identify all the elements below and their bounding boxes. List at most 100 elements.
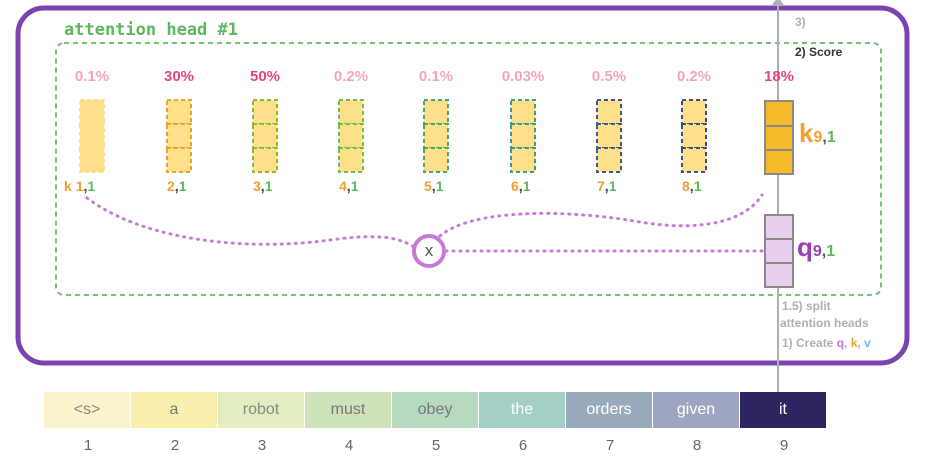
- key-label-prefix: k: [64, 178, 76, 194]
- key-label-5: 5,1: [424, 178, 443, 194]
- key-label-7: 7,1: [597, 178, 616, 194]
- key-label-3: 3,1: [253, 178, 272, 194]
- key-label-num: 2: [167, 178, 175, 194]
- key-1-box: [79, 99, 105, 173]
- query-9-sub-comma: ,: [821, 243, 827, 260]
- key-label-head: 1: [522, 178, 531, 194]
- score-9: 18%: [763, 68, 795, 85]
- key-label-num: 1: [75, 178, 84, 194]
- token-index-9: 9: [779, 437, 789, 454]
- token-index-1: 1: [83, 437, 93, 454]
- key-9-letter: k: [799, 118, 814, 148]
- token-index-5: 5: [431, 437, 441, 454]
- key-label-head: 1: [178, 178, 187, 194]
- multiply-circle: [412, 234, 446, 268]
- key-9-label: k9,1: [799, 118, 836, 149]
- key-3-box: [252, 99, 278, 173]
- key-label-4: 4,1: [339, 178, 358, 194]
- step-create-label: 1) Create q, k, v: [782, 335, 871, 351]
- token-index-8: 8: [692, 437, 702, 454]
- key-6-box: [510, 99, 536, 173]
- key-label-num: 6: [511, 178, 519, 194]
- attention-head-title: attention head #1: [64, 20, 238, 40]
- create-prefix: 1) Create: [782, 336, 837, 350]
- key-label-num: 5: [424, 178, 432, 194]
- key-9-sub-num: 9: [813, 129, 823, 146]
- token-index-2: 2: [170, 437, 180, 454]
- query-9-letter: q: [797, 232, 813, 262]
- query-9-label: q9,1: [797, 232, 835, 263]
- key-label-comma: ,: [260, 178, 265, 194]
- step-score-label: 2) Score: [795, 45, 843, 59]
- create-q: q: [836, 336, 845, 350]
- create-v: v: [864, 336, 871, 350]
- key-label-comma: ,: [518, 178, 523, 194]
- key-9-box: [764, 100, 794, 175]
- token-2: a: [131, 392, 217, 428]
- score-3: 50%: [249, 68, 281, 85]
- arrow-head: [772, 0, 784, 5]
- key-9-sub-head: 1: [826, 129, 836, 146]
- key-5-box: [423, 99, 449, 173]
- step-split-label-line2: attention heads: [780, 316, 869, 330]
- token-5: obey: [392, 392, 478, 428]
- score-5: 0.1%: [418, 68, 454, 85]
- key-label-head: 1: [350, 178, 359, 194]
- score-8: 0.2%: [676, 68, 712, 85]
- token-7: orders: [566, 392, 652, 428]
- key-label-head: 1: [693, 178, 702, 194]
- create-sep-1: ,: [844, 336, 851, 350]
- token-1: <s>: [44, 392, 130, 428]
- key-9-sub-comma: ,: [822, 129, 827, 146]
- key-label-1: k 1,1: [64, 178, 95, 194]
- token-3: robot: [218, 392, 304, 428]
- query-9-sub-num: 9: [812, 243, 822, 260]
- key-label-comma: ,: [604, 178, 609, 194]
- score-2: 30%: [163, 68, 195, 85]
- key-7-box: [596, 99, 622, 173]
- key-label-comma: ,: [689, 178, 694, 194]
- key-label-num: 7: [597, 178, 605, 194]
- key-label-head: 1: [435, 178, 444, 194]
- key-label-comma: ,: [346, 178, 351, 194]
- token-8: given: [653, 392, 739, 428]
- token-index-4: 4: [344, 437, 354, 454]
- token-4: must: [305, 392, 391, 428]
- score-1: 0.1%: [74, 68, 110, 85]
- key-4-box: [338, 99, 364, 173]
- key-label-8: 8,1: [682, 178, 701, 194]
- outer-frame: [15, 5, 910, 366]
- key-label-comma: ,: [431, 178, 436, 194]
- step-split-label-line1: 1.5) split: [782, 299, 831, 313]
- score-4: 0.2%: [333, 68, 369, 85]
- dotted-line-x-to-k9: [438, 193, 764, 238]
- score-6: 0.03%: [501, 68, 545, 85]
- step-3-label: 3): [795, 15, 806, 29]
- key-label-comma: ,: [174, 178, 179, 194]
- key-label-num: 8: [682, 178, 690, 194]
- key-label-2: 2,1: [167, 178, 186, 194]
- token-index-3: 3: [257, 437, 267, 454]
- token-9: it: [740, 392, 826, 428]
- query-9-sub-head: 1: [826, 243, 836, 260]
- attention-head-box: [55, 42, 882, 296]
- key-label-head: 1: [87, 178, 96, 194]
- create-k: k: [850, 336, 858, 350]
- key-label-comma: ,: [83, 178, 88, 194]
- key-label-head: 1: [608, 178, 617, 194]
- multiply-symbol: x: [424, 241, 434, 260]
- dotted-line-k1-to-x: [85, 196, 416, 249]
- key-label-num: 3: [253, 178, 261, 194]
- key-label-num: 4: [339, 178, 347, 194]
- create-sep-2: ,: [857, 336, 865, 350]
- key-8-box: [681, 99, 707, 173]
- key-label-head: 1: [264, 178, 273, 194]
- query-9-box: [764, 214, 794, 288]
- score-7: 0.5%: [591, 68, 627, 85]
- key-label-6: 6,1: [511, 178, 530, 194]
- token-index-6: 6: [518, 437, 528, 454]
- key-2-box: [166, 99, 192, 173]
- token-6: the: [479, 392, 565, 428]
- token-index-7: 7: [605, 437, 615, 454]
